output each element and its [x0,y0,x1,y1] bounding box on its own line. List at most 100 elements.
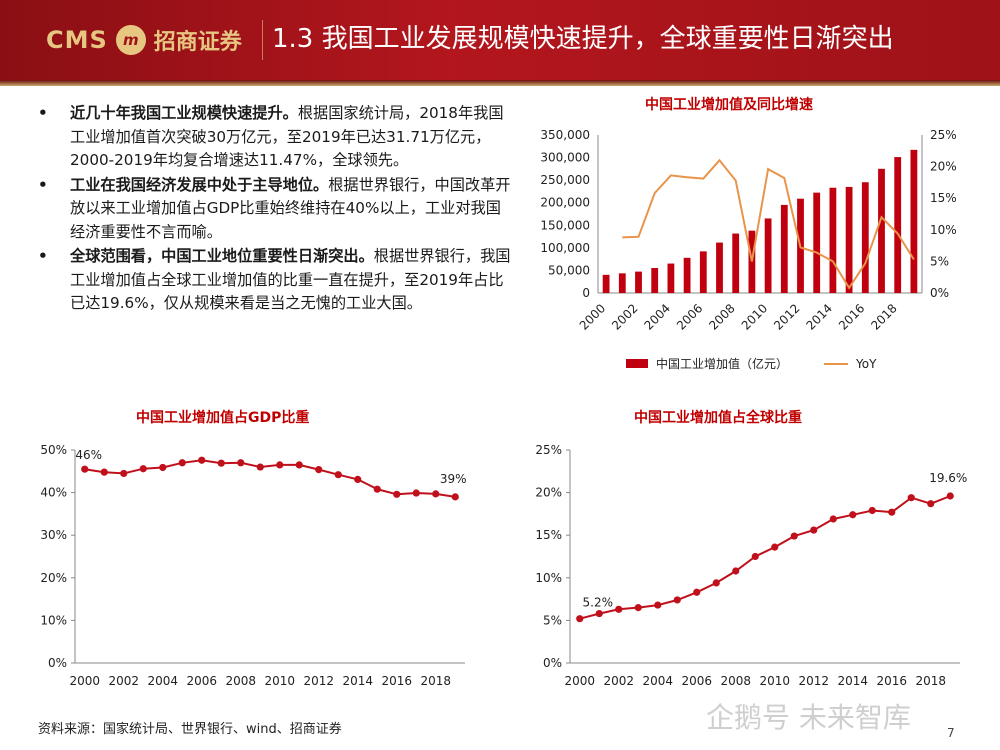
data-point [654,601,662,609]
logo-chinese: 招商证券 [153,29,242,55]
data-point [256,463,264,471]
data-point [432,490,440,498]
data-point [868,506,876,515]
x-tick-label: 2006 [186,674,217,688]
y-tick-label-left: 0 [582,286,590,300]
x-tick-label: 2018 [420,674,451,688]
data-point [217,459,225,467]
data-point [790,532,798,540]
bullet-body: 根据国家统计局，2018年我国工业增加值首次突破30万亿元，至2019年已达31… [70,104,504,169]
source-note: 资料来源：国家统计局、世界银行、wind、招商证券 [38,722,342,737]
y-tick-label: 15% [535,528,562,542]
data-point [100,468,108,476]
data-point [81,465,89,473]
y-tick-label: 10% [535,571,562,585]
data-point [849,511,857,519]
x-tick-label: 2000 [564,674,595,688]
x-tick-label: 2002 [108,674,139,688]
legend-label-bar: 中国工业增加值（亿元） [656,356,788,371]
legend-label-line: YoY [855,357,877,371]
data-label: 39% [440,472,467,486]
bar [602,274,610,293]
x-tick-label: 2014 [837,674,868,688]
x-tick-label: 2016 [381,674,412,688]
chart-title-global-share: 中国工业增加值占全球比重 [634,410,802,426]
y-tick-label: 20% [40,571,67,585]
chart-global-share: 0% 5% 10% 15% 20% 25% 2000 2002 2004 2006 2008 2010… [535,443,967,688]
bar [748,230,756,293]
y-tick-label-left: 250,000 [540,173,590,187]
x-tick-label: 2008 [720,674,751,688]
data-point [393,490,401,498]
data-point [373,485,381,493]
data-point [693,588,701,596]
chart-gdp-share: 0% 10% 20% 30% 40% 50% 2000 2002 2004 2006 2008 201… [40,443,467,688]
data-label: 5.2% [583,596,614,610]
x-tick-label: 2010 [759,674,790,688]
y-tick-label-right: 20% [930,160,957,174]
data-point [927,500,935,508]
bar [845,186,853,293]
x-tick-label: 2002 [603,674,634,688]
y-tick-label-left: 100,000 [540,241,590,255]
data-point [120,469,128,478]
data-point [276,461,284,469]
data-point [810,526,818,534]
data-point [159,463,167,472]
x-tick-label: 2016 [876,674,907,688]
y-tick-label-left: 300,000 [540,151,590,165]
y-tick-label-left: 50,000 [548,263,590,277]
data-point [412,489,420,497]
bullet-heading: 近几十年我国工业规模快速提升。 [70,104,298,122]
data-point [771,543,779,551]
data-point [946,492,954,500]
yoy-line [622,158,915,290]
bar [764,218,772,293]
chart-title-industrial-value: 中国工业增加值及同比增速 [645,97,813,113]
data-point [712,579,720,587]
x-tick-label: 2004 [642,674,673,688]
bar [716,242,723,293]
x-tick-label: 2006 [681,674,712,688]
bar [699,251,707,293]
x-tick-label: 2014 [804,301,835,332]
y-tick-label: 25% [535,443,562,457]
y-tick-label-left: 150,000 [540,218,590,232]
share-line [579,495,951,620]
bullet-heading: 工业在我国经济发展中处于主导地位。 [70,175,329,194]
watermark: 企鹅号 未来智库 [706,701,911,734]
x-tick-label: 2000 [577,301,608,332]
bullet-item: • 近几十年我国工业规模快速提升。根据国家统计局，2018年我国工业增加值首次突… [36,102,514,173]
y-tick-label-left: 200,000 [540,196,590,210]
y-tick-label: 20% [535,486,562,500]
y-tick-label: 50% [40,443,67,457]
bullet-marker: • [38,104,48,122]
x-tick-label: 2018 [915,674,946,688]
y-tick-label: 40% [40,486,67,500]
y-tick-label: 10% [40,613,67,627]
x-tick-label: 2002 [609,301,640,332]
x-tick-label: 2014 [342,674,373,688]
bar [667,263,675,293]
header-gold-band [0,80,1000,86]
bullet-marker: • [38,175,48,194]
data-point [451,493,459,501]
bar [732,233,740,293]
data-point [315,465,323,474]
logo-divider [262,20,263,60]
bullet-item: • 工业在我国经济发展中处于主导地位。根据世界银行，中国改革开放以来工业增加值占… [36,174,514,245]
y-tick-label-right: 15% [930,191,957,205]
y-tick-label-left: 350,000 [540,128,590,142]
bar [861,182,869,293]
data-point [237,459,245,467]
data-point [732,567,740,575]
bar [829,187,837,293]
y-tick-label-right: 25% [930,128,957,142]
x-tick-label: 2012 [771,301,802,332]
data-point [615,605,623,613]
data-point [354,475,362,483]
data-point [178,459,186,467]
chart-industrial-value: 0 50,000 100,000 150,000 200,000 250,000 300,0… [540,128,957,371]
bar [780,204,788,293]
bar [910,149,918,293]
